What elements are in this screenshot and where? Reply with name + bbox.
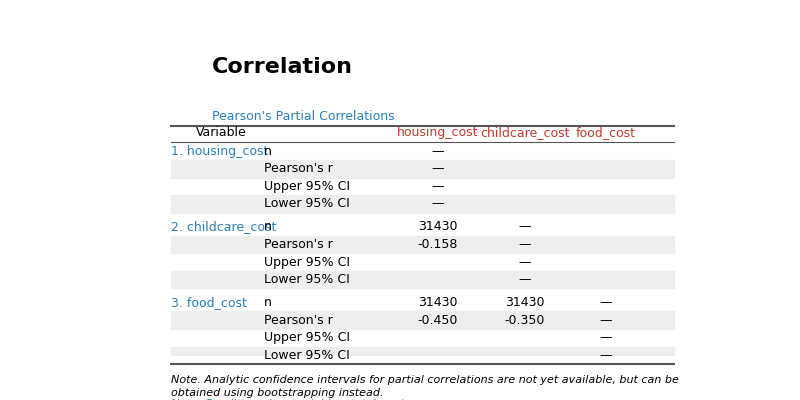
Text: Upper 95% CI: Upper 95% CI	[264, 331, 350, 344]
Text: Correlation: Correlation	[211, 57, 353, 77]
Text: —: —	[432, 145, 444, 158]
Text: —: —	[599, 296, 611, 309]
Text: Upper 95% CI: Upper 95% CI	[264, 256, 350, 268]
Bar	[171, 312, 674, 329]
Text: food_cost: food_cost	[575, 126, 635, 139]
Text: housing_cost: housing_cost	[397, 126, 478, 139]
Text: —: —	[432, 180, 444, 193]
Text: Pearson's Partial Correlations: Pearson's Partial Correlations	[211, 110, 394, 122]
Text: 31430: 31430	[418, 220, 458, 234]
Text: Pearson's r: Pearson's r	[264, 238, 333, 251]
Text: —: —	[518, 238, 531, 251]
Text: Pearson's r: Pearson's r	[264, 162, 333, 175]
Bar	[171, 271, 674, 288]
Text: Pearson's r: Pearson's r	[264, 314, 333, 327]
Text: Lower 95% CI: Lower 95% CI	[264, 349, 350, 362]
Text: Note. Analytic confidence intervals for partial correlations are not yet availab: Note. Analytic confidence intervals for …	[171, 375, 679, 398]
Text: Upper 95% CI: Upper 95% CI	[264, 180, 350, 193]
Text: —: —	[518, 220, 531, 234]
Text: —: —	[599, 331, 611, 344]
Text: -0.158: -0.158	[418, 238, 458, 251]
Text: Note. Conditioned on variables: total_cost.: Note. Conditioned on variables: total_co…	[171, 398, 408, 400]
Text: Lower 95% CI: Lower 95% CI	[264, 197, 350, 210]
Text: —: —	[599, 314, 611, 327]
Text: Variable: Variable	[195, 126, 246, 139]
Bar	[171, 347, 674, 364]
Text: —: —	[599, 349, 611, 362]
Bar	[171, 160, 674, 178]
Text: n: n	[264, 296, 272, 309]
Text: —: —	[518, 256, 531, 268]
Text: n: n	[264, 220, 272, 234]
Text: —: —	[518, 273, 531, 286]
Text: -0.450: -0.450	[418, 314, 458, 327]
Text: 31430: 31430	[505, 296, 545, 309]
Text: -0.350: -0.350	[505, 314, 545, 327]
Text: 31430: 31430	[418, 296, 458, 309]
Text: —: —	[432, 162, 444, 175]
Text: 3. food_cost: 3. food_cost	[171, 296, 247, 309]
Text: 2. childcare_cost: 2. childcare_cost	[171, 220, 277, 234]
Bar	[171, 236, 674, 253]
Text: —: —	[432, 197, 444, 210]
Text: Lower 95% CI: Lower 95% CI	[264, 273, 350, 286]
Text: n: n	[264, 145, 272, 158]
Bar	[171, 195, 674, 213]
Text: 1. housing_cost: 1. housing_cost	[171, 145, 269, 158]
Text: childcare_cost: childcare_cost	[480, 126, 570, 139]
